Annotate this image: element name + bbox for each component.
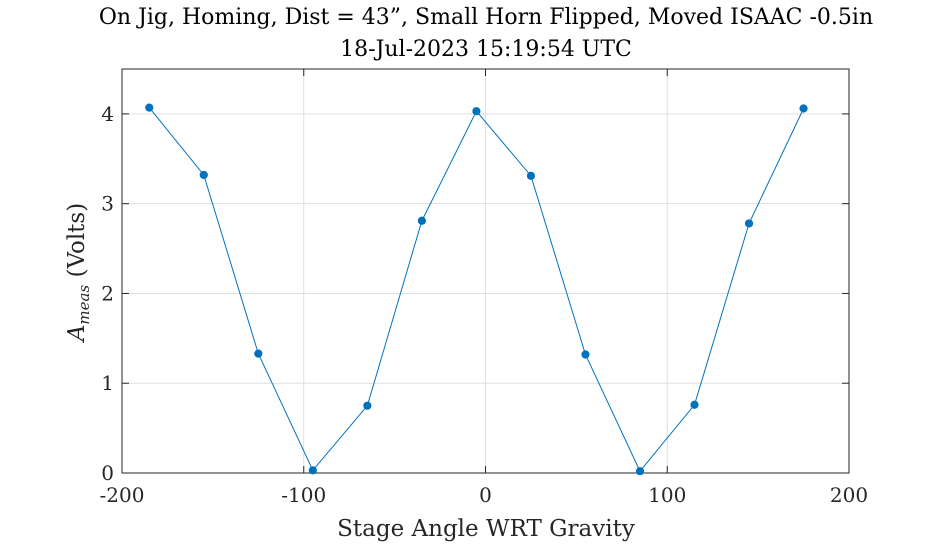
x-tick-label: 0 [479,483,492,507]
y-axis-label-unit: (Volts) [64,203,90,285]
series-layer [145,103,808,476]
data-point [526,171,536,180]
y-tick-label: 1 [101,371,114,395]
data-point [145,103,154,112]
data-point [199,170,208,180]
data-point [635,467,645,476]
data-point [417,216,426,225]
data-point [799,104,808,113]
chart-title: On Jig, Homing, Dist = 43”, Small Horn F… [99,5,873,30]
data-point [744,219,754,228]
data-point [254,349,263,358]
y-tick-label: 0 [101,461,114,485]
y-axis-label-symbol: A [64,325,90,344]
chart-subtitle: 18-Jul-2023 15:19:54 UTC [340,37,632,62]
data-point [690,400,699,409]
grid [121,69,850,474]
y-tick-label: 3 [101,192,114,216]
data-point [472,107,481,116]
data-point [581,350,590,359]
x-tick-label: -200 [100,483,145,507]
y-axis-label: Ameas (Volts) [64,203,93,343]
x-tick-label: 200 [830,483,868,507]
data-point [363,401,372,410]
x-tick-label: 100 [648,483,686,507]
series-line [148,107,805,473]
x-tick-label: -100 [281,483,326,507]
y-axis-label-subscript: meas [75,285,93,325]
y-tick-label: 2 [101,281,114,305]
axis-ticks: -200 -100 0 100 200 0 1 2 3 4 [100,69,868,507]
data-point [308,466,317,475]
x-axis-label: Stage Angle WRT Gravity [337,516,635,542]
y-tick-label: 4 [101,102,114,126]
